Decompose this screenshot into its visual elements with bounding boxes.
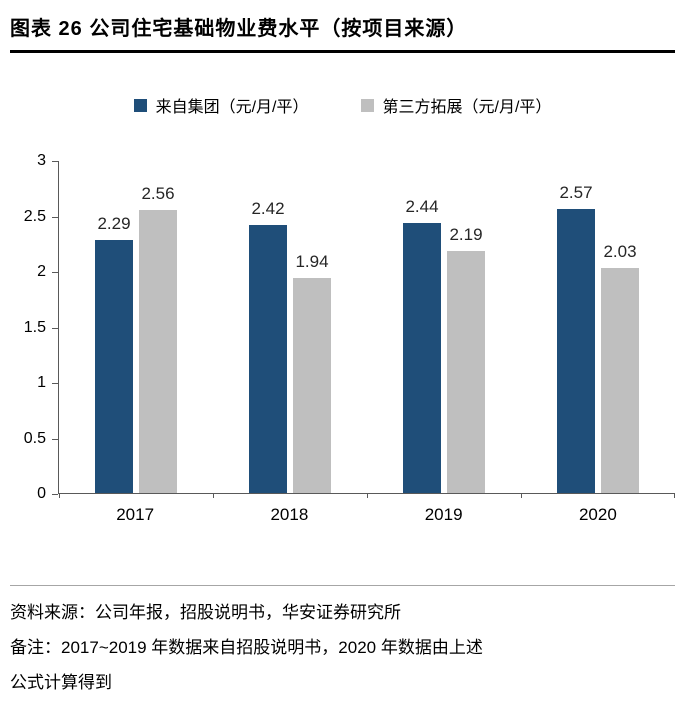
- y-tick-mark: [52, 383, 58, 384]
- bar-chart: 0 0.5 1 1.5 2 2.5 3 2.29 2.56 2.42 1.94 2.44 2.19 2.…: [10, 152, 675, 533]
- y-tick-label: 1.5: [23, 318, 46, 336]
- bar-slot: 2.19: [447, 161, 485, 493]
- y-tick-mark: [52, 216, 58, 218]
- bar-series1-2020: [601, 268, 639, 493]
- bar-slot: 2.44: [403, 161, 441, 493]
- y-tick-mark: [52, 161, 58, 162]
- x-tick-mark: [367, 493, 368, 498]
- x-axis-label: 2020: [578, 505, 617, 524]
- y-tick-label: 2.5: [23, 207, 46, 225]
- x-tick-mark: [59, 493, 60, 498]
- source-note: 资料来源：公司年报，招股说明书，华安证券研究所备注：2017~2019 年数据来…: [10, 585, 675, 700]
- bar-value-label: 2.42: [251, 199, 285, 219]
- x-axis-label: 2017: [116, 505, 155, 524]
- bar-series1-2019: [447, 250, 485, 493]
- y-tick-label: 0.5: [23, 429, 46, 447]
- legend-label: 第三方拓展（元/月/平）: [382, 99, 552, 116]
- bar-slot: 2.56: [139, 161, 177, 493]
- x-axis-label: 2018: [270, 505, 309, 524]
- chart-legend: 来自集团（元/月/平） 第三方拓展（元/月/平）: [10, 93, 675, 117]
- bar-series0-2018: [249, 225, 287, 493]
- x-tick-mark: [213, 493, 214, 498]
- x-tick-mark: [521, 493, 522, 498]
- bar-group-2019: 2.44 2.19: [367, 161, 521, 493]
- y-tick-label: 3: [37, 152, 46, 169]
- bar-value-label: 2.44: [405, 196, 439, 216]
- legend-swatch-icon: [133, 98, 147, 112]
- y-tick-label: 1: [37, 374, 46, 391]
- x-axis-label: 2019: [424, 505, 463, 524]
- footer-line: 备注：2017~2019 年数据来自招股说明书，2020 年数据由上述: [10, 638, 483, 657]
- bar-value-label: 2.19: [449, 224, 483, 244]
- legend-label: 来自集团（元/月/平）: [155, 99, 309, 116]
- bar-value-label: 2.56: [141, 183, 175, 203]
- footer-line: 公式计算得到: [10, 673, 112, 692]
- figure-title: 图表 26 公司住宅基础物业费水平（按项目来源）: [10, 8, 675, 53]
- y-tick-label: 2: [37, 263, 46, 280]
- x-axis: 2017 2018 2019 2020: [58, 494, 675, 525]
- y-tick-mark: [52, 272, 58, 273]
- bar-group-2018: 2.42 1.94: [213, 161, 367, 493]
- legend-item-0: 来自集团（元/月/平）: [133, 93, 309, 117]
- bar-value-label: 2.29: [97, 213, 131, 233]
- bar-value-label: 2.57: [559, 182, 593, 202]
- bar-series1-2017: [139, 209, 177, 493]
- x-tick-mark: [674, 493, 675, 498]
- y-axis: 0 0.5 1 1.5 2 2.5 3: [10, 152, 58, 502]
- bar-slot: 2.57: [557, 161, 595, 493]
- bar-slot: 2.03: [601, 161, 639, 493]
- bar-slot: 1.94: [293, 161, 331, 493]
- bar-group-2020: 2.57 2.03: [521, 161, 675, 493]
- bar-series1-2018: [293, 278, 331, 493]
- bar-group-2017: 2.29 2.56: [59, 161, 213, 493]
- bar-series0-2019: [403, 222, 441, 493]
- legend-item-1: 第三方拓展（元/月/平）: [360, 93, 552, 117]
- y-tick-mark: [52, 438, 58, 440]
- y-tick-mark: [52, 327, 58, 329]
- bar-series0-2017: [95, 239, 133, 493]
- bar-slot: 2.29: [95, 161, 133, 493]
- y-tick-label: 0: [37, 485, 46, 502]
- bar-slot: 2.42: [249, 161, 287, 493]
- plot-area: 2.29 2.56 2.42 1.94 2.44 2.19 2.57 2.03: [58, 161, 675, 498]
- bar-value-label: 2.03: [603, 242, 637, 262]
- bar-series0-2020: [557, 208, 595, 493]
- legend-swatch-icon: [360, 98, 374, 112]
- y-tick-mark: [52, 494, 58, 495]
- bar-value-label: 1.94: [295, 252, 329, 272]
- footer-line: 资料来源：公司年报，招股说明书，华安证券研究所: [10, 603, 401, 622]
